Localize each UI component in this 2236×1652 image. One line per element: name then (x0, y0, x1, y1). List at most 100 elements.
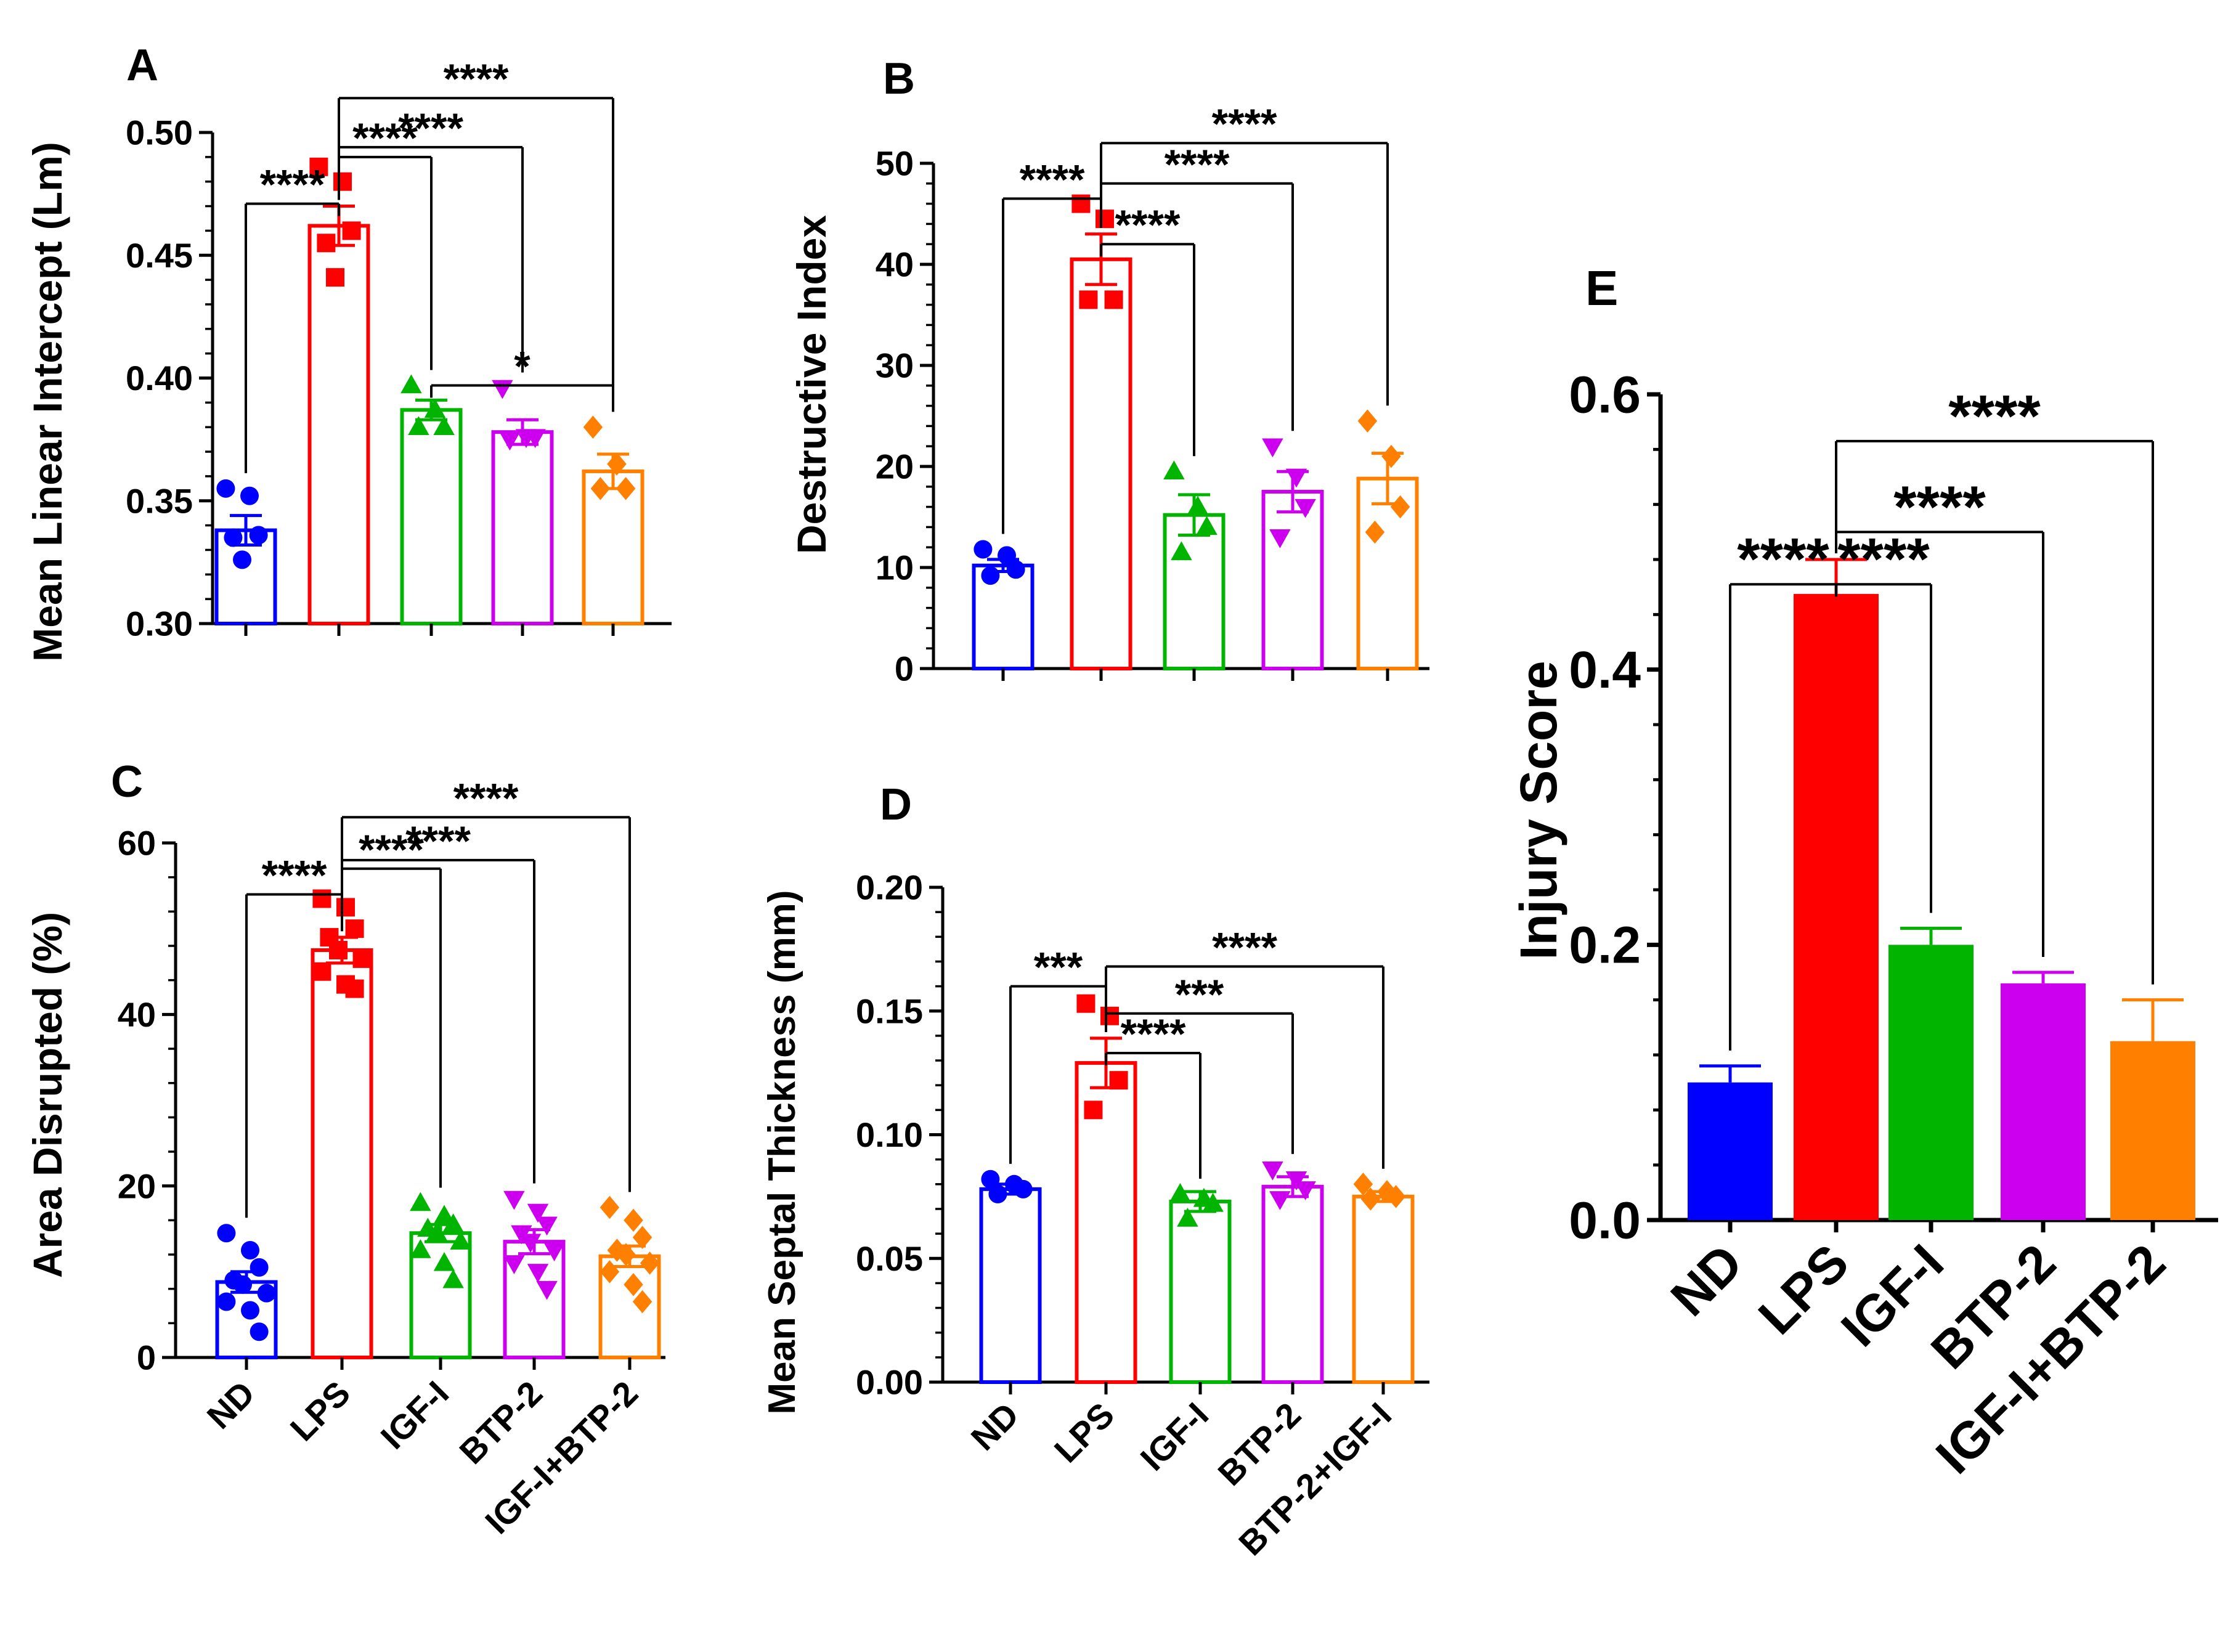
data-point (519, 1234, 542, 1253)
significance-label: **** (1165, 141, 1230, 188)
bar (1163, 513, 1226, 670)
significance-label: **** (1121, 1011, 1186, 1057)
data-point (503, 1190, 525, 1210)
x-category-label: LPS (283, 1373, 358, 1449)
data-point (988, 1184, 1007, 1203)
data-point (342, 221, 361, 240)
data-point (590, 477, 611, 500)
data-point (345, 979, 364, 998)
data-point (981, 1170, 1000, 1189)
y-tick-label: 40 (876, 245, 914, 284)
data-point (450, 1231, 471, 1250)
significance-label: **** (262, 852, 327, 899)
data-point (240, 486, 259, 505)
y-axis-label: Mean Septal Thickness (mm) (761, 890, 803, 1414)
data-point (352, 949, 372, 968)
data-point (1163, 460, 1185, 479)
data-point (974, 540, 993, 559)
y-tick-label: 0.50 (126, 113, 193, 152)
data-point (433, 1251, 455, 1271)
data-point (1171, 541, 1192, 561)
bar (972, 563, 1035, 670)
significance-label: * (514, 343, 531, 389)
y-tick-label: 30 (876, 346, 914, 385)
data-point (312, 889, 331, 908)
bar (1888, 945, 1974, 1220)
data-point (640, 1251, 660, 1275)
data-point (1285, 1171, 1307, 1190)
data-point (1100, 1006, 1119, 1025)
bar (1261, 490, 1324, 670)
y-tick-label: 0.35 (126, 481, 193, 520)
panel-a: A Mean Linear Intercept (Lm) 0.30 0.35 0.4… (25, 41, 672, 662)
x-category-label: ND (200, 1373, 262, 1436)
y-tick-label: 0 (137, 1338, 156, 1377)
data-point (998, 546, 1016, 565)
data-point (400, 374, 422, 394)
bar (491, 430, 554, 625)
data-point (309, 157, 328, 176)
data-point (492, 380, 513, 399)
data-point (424, 399, 446, 418)
significance-label: **** (1020, 156, 1085, 203)
data-point (1177, 1208, 1198, 1227)
data-point (1390, 495, 1410, 519)
significance-label: **** (1893, 474, 1986, 540)
data-point (600, 1195, 620, 1219)
data-point (1295, 498, 1316, 518)
data-point (1262, 1161, 1283, 1181)
y-tick-label: 0.05 (856, 1239, 923, 1278)
y-tick-label: 0.30 (126, 604, 193, 643)
bar (1261, 1184, 1324, 1384)
significance-label: **** (1948, 383, 2041, 449)
panel-label: D (880, 780, 912, 829)
y-tick-label: 0.20 (856, 868, 923, 907)
data-point (624, 1272, 643, 1296)
x-category-label: LPS (1047, 1395, 1122, 1470)
significance-label: **** (352, 115, 418, 161)
bar (1352, 1194, 1415, 1384)
significance-label: **** (398, 105, 463, 152)
significance-label: **** (444, 55, 509, 102)
data-point (1295, 1181, 1316, 1200)
data-point (250, 1258, 269, 1277)
data-point (981, 566, 1000, 585)
panel-label: E (1585, 261, 1618, 315)
y-tick-label: 0.45 (126, 236, 193, 275)
data-point (426, 1222, 448, 1241)
x-category-label: ND (964, 1395, 1027, 1458)
bar (979, 1187, 1042, 1384)
y-tick-label: 0.10 (856, 1115, 923, 1154)
data-point (410, 1192, 431, 1211)
data-point (1269, 1191, 1291, 1210)
data-point (1109, 1071, 1128, 1090)
data-point (1187, 495, 1209, 515)
data-point (1196, 516, 1218, 535)
data-point (1076, 994, 1096, 1013)
bar (1070, 257, 1132, 670)
data-point (1262, 438, 1283, 458)
y-axis-label: Area Disrupted (%) (25, 912, 70, 1278)
data-point (1386, 1185, 1406, 1208)
data-point (607, 452, 627, 476)
bar (1688, 1082, 1773, 1220)
y-axis-label: Destructive Index (789, 215, 834, 554)
data-point (527, 1264, 549, 1283)
bar (582, 469, 644, 625)
data-point (317, 234, 336, 253)
panel-label: B (883, 54, 915, 104)
data-point (1365, 520, 1385, 544)
y-tick-label: 0.40 (126, 359, 193, 397)
significance-label: *** (1034, 944, 1083, 991)
significance-label: **** (359, 826, 424, 873)
significance-label: **** (1115, 201, 1181, 248)
bar (1169, 1199, 1232, 1385)
data-point (249, 526, 268, 545)
y-tick-label: 10 (876, 548, 914, 587)
data-point (233, 550, 251, 569)
data-point (1202, 1192, 1224, 1212)
data-point (1269, 529, 1291, 548)
significance-label: **** (453, 775, 519, 821)
